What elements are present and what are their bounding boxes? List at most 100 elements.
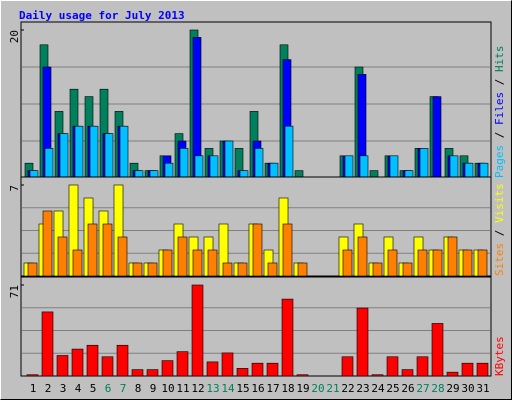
bar	[387, 249, 398, 277]
y-tick-label: 71	[8, 285, 21, 298]
bar	[87, 223, 98, 277]
bar	[59, 133, 69, 179]
bar	[254, 148, 264, 179]
bar	[209, 155, 219, 179]
bar	[266, 362, 279, 377]
bar	[207, 249, 218, 277]
bar	[461, 362, 474, 377]
x-tick-label: 13	[206, 382, 219, 395]
x-tick-label: 19	[296, 382, 309, 395]
bar	[86, 344, 99, 377]
legend: KBytes	[493, 336, 506, 376]
x-tick-label: 20	[311, 382, 324, 395]
legend-separator: /	[493, 223, 506, 243]
bar	[476, 362, 489, 377]
bar	[447, 236, 458, 277]
legend-separator: /	[493, 72, 506, 92]
bar	[101, 356, 114, 377]
bar	[431, 323, 444, 377]
bar	[44, 148, 54, 179]
bar	[161, 360, 174, 377]
bar	[41, 311, 54, 377]
bar	[162, 249, 173, 277]
bar	[416, 356, 429, 377]
x-tick-label: 21	[326, 382, 339, 395]
bar	[479, 162, 489, 179]
bar	[281, 298, 294, 377]
bar	[71, 348, 84, 377]
bar	[464, 162, 474, 179]
bar	[386, 356, 399, 377]
bar	[389, 155, 399, 179]
legend-entry: Visits	[493, 183, 506, 223]
legend-entry: Pages	[493, 145, 506, 178]
x-tick-label: 8	[135, 382, 142, 395]
bar	[372, 262, 383, 277]
x-tick-label: 22	[341, 382, 354, 395]
x-tick-label: 29	[446, 382, 459, 395]
x-tick-label: 27	[416, 382, 429, 395]
x-tick-label: 31	[476, 382, 489, 395]
x-tick-label: 10	[161, 382, 174, 395]
x-tick-label: 12	[191, 382, 204, 395]
y-tick-label: 7	[8, 185, 21, 192]
bar	[269, 162, 279, 179]
bar	[27, 262, 38, 277]
bar	[342, 249, 353, 277]
x-tick-label: 1	[30, 382, 37, 395]
x-tick-label: 15	[236, 382, 249, 395]
bar	[477, 249, 488, 277]
x-tick-label: 3	[60, 382, 67, 395]
bar	[267, 262, 278, 277]
bar	[56, 355, 69, 377]
bar	[116, 344, 129, 377]
panel	[20, 276, 492, 377]
legend: Pages / Files / Hits	[493, 46, 506, 179]
bar	[356, 307, 369, 377]
bar	[26, 374, 39, 377]
bar	[419, 148, 429, 179]
bar	[236, 368, 249, 377]
bar	[206, 361, 219, 377]
bar	[164, 162, 174, 179]
legend: Sites / Visits	[493, 183, 506, 276]
bar	[357, 236, 368, 277]
bar	[177, 236, 188, 277]
legend-separator: /	[493, 125, 506, 145]
legend-entry: Files	[493, 92, 506, 125]
x-tick-label: 26	[401, 382, 414, 395]
bar	[147, 262, 158, 277]
bar	[432, 249, 443, 277]
bar	[417, 249, 428, 277]
bar	[432, 96, 442, 179]
bar	[191, 284, 204, 377]
bar	[237, 262, 248, 277]
x-tick-label: 5	[90, 382, 97, 395]
x-tick-label: 18	[281, 382, 294, 395]
bar	[224, 140, 234, 179]
x-tick-label: 2	[45, 382, 52, 395]
bar	[119, 125, 129, 179]
bar	[89, 125, 99, 179]
bar	[462, 249, 473, 277]
bar	[284, 125, 294, 179]
x-tick-label: 30	[461, 382, 474, 395]
bar	[42, 210, 53, 277]
bar	[74, 125, 84, 179]
bar	[146, 369, 159, 377]
bar	[221, 352, 234, 377]
bar	[402, 262, 413, 277]
y-tick-label: 20	[8, 30, 21, 43]
bar	[117, 236, 128, 277]
bar	[297, 262, 308, 277]
x-tick-label: 16	[251, 382, 264, 395]
x-tick-label: 11	[176, 382, 189, 395]
x-tick-label: 24	[371, 382, 385, 395]
bar	[132, 262, 143, 277]
bar	[371, 374, 384, 377]
chart-title: Daily usage for July 2013	[19, 9, 185, 22]
x-tick-label: 9	[150, 382, 157, 395]
x-tick-label: 4	[75, 382, 82, 395]
